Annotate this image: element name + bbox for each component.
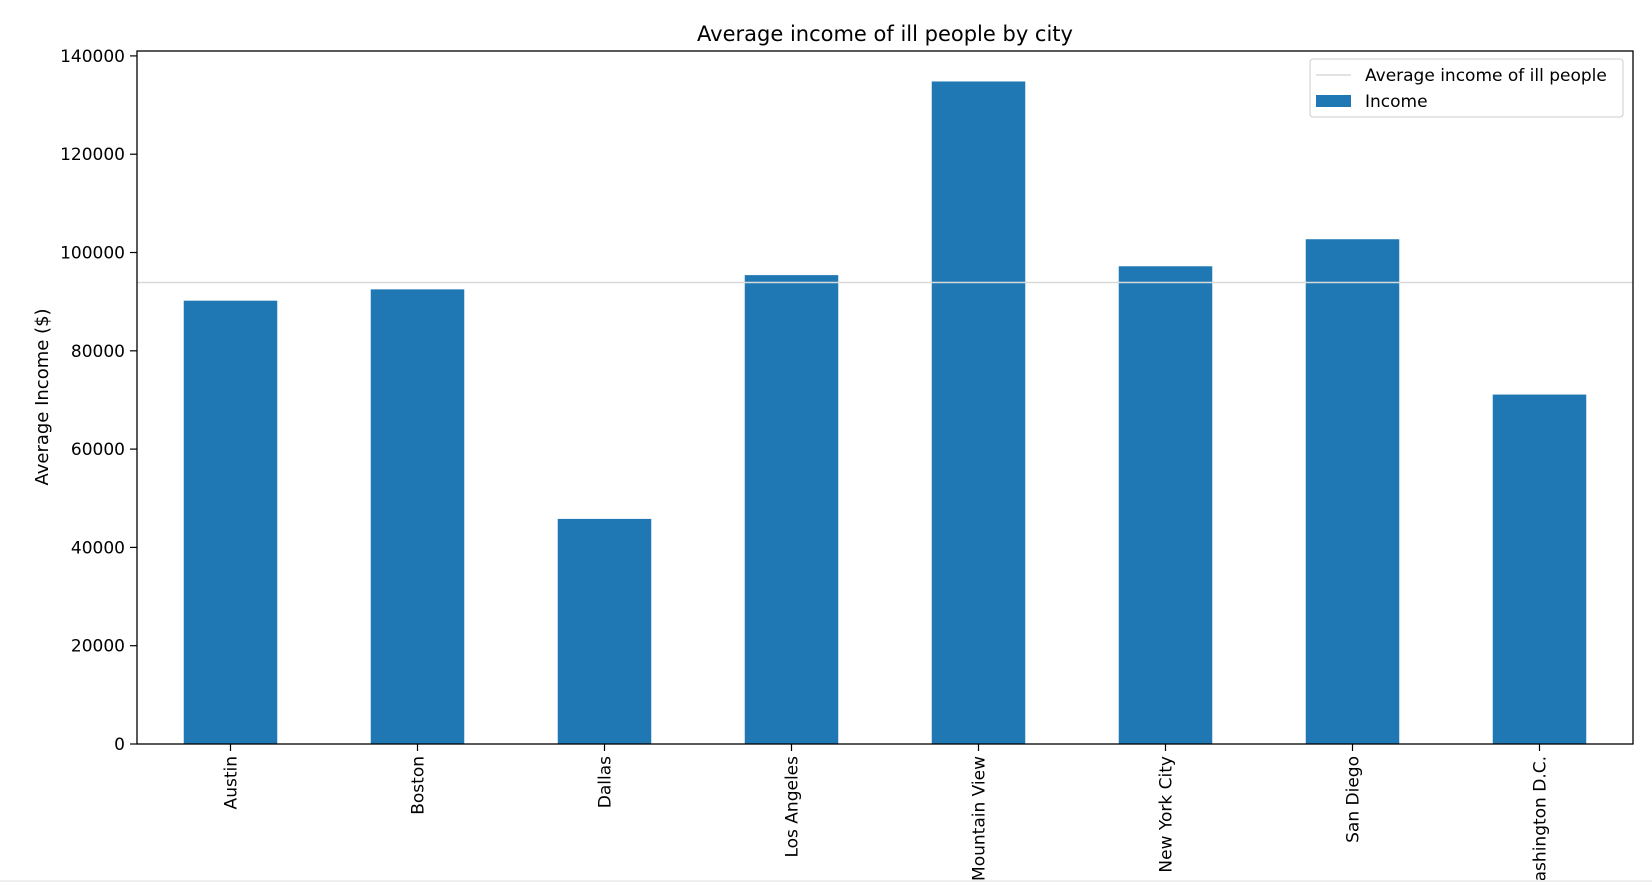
y-tick-label: 20000 — [71, 637, 125, 657]
y-tick-label: 60000 — [71, 440, 125, 460]
bar-washington-d-c — [1492, 394, 1587, 744]
plot-frame — [136, 50, 1634, 745]
x-tick-label: New York City — [1157, 756, 1177, 873]
x-tick-label: Dallas — [596, 756, 616, 808]
x-tick-label: Los Angeles — [783, 756, 803, 858]
chart-title: Average income of ill people by city — [697, 22, 1073, 46]
axes-layer — [136, 50, 1634, 745]
legend: Average income of ill people Income — [1309, 58, 1624, 118]
legend-income-label: Income — [1365, 92, 1428, 112]
y-tick-label: 120000 — [60, 145, 125, 165]
bar-austin — [183, 300, 278, 744]
y-axis-label: Average Income ($) — [32, 308, 53, 485]
bar-boston — [370, 289, 465, 744]
bars-layer — [183, 81, 1587, 745]
x-tick-label: Austin — [222, 756, 242, 809]
legend-frame — [1309, 58, 1624, 118]
bar-los-angeles — [744, 275, 839, 744]
x-ticks-layer: Austin Boston Dallas Los Angeles Mountain Vi… — [222, 744, 1551, 886]
x-tick-label: Washington D.C. — [1531, 756, 1551, 882]
x-tick-label: San Diego — [1344, 756, 1364, 843]
bottom-divider — [0, 880, 1652, 882]
y-tick-label: 0 — [114, 735, 125, 755]
legend-income-swatch — [1316, 95, 1351, 107]
y-ticks-layer: 0 20000 40000 60000 80000 100000 120000 140000 — [60, 47, 137, 755]
y-tick-label: 40000 — [71, 538, 125, 558]
y-tick-label: 80000 — [71, 342, 125, 362]
y-tick-label: 100000 — [60, 244, 125, 264]
legend-reference-line-label: Average income of ill people — [1365, 66, 1607, 86]
x-tick-label: Mountain View — [970, 756, 990, 881]
x-tick-label: Boston — [409, 756, 429, 815]
y-tick-label: 140000 — [60, 47, 125, 67]
bar-san-diego — [1305, 239, 1400, 745]
bar-new-york-city — [1118, 266, 1213, 744]
bar-mountain-view — [931, 81, 1026, 745]
bar-dallas — [557, 518, 652, 744]
